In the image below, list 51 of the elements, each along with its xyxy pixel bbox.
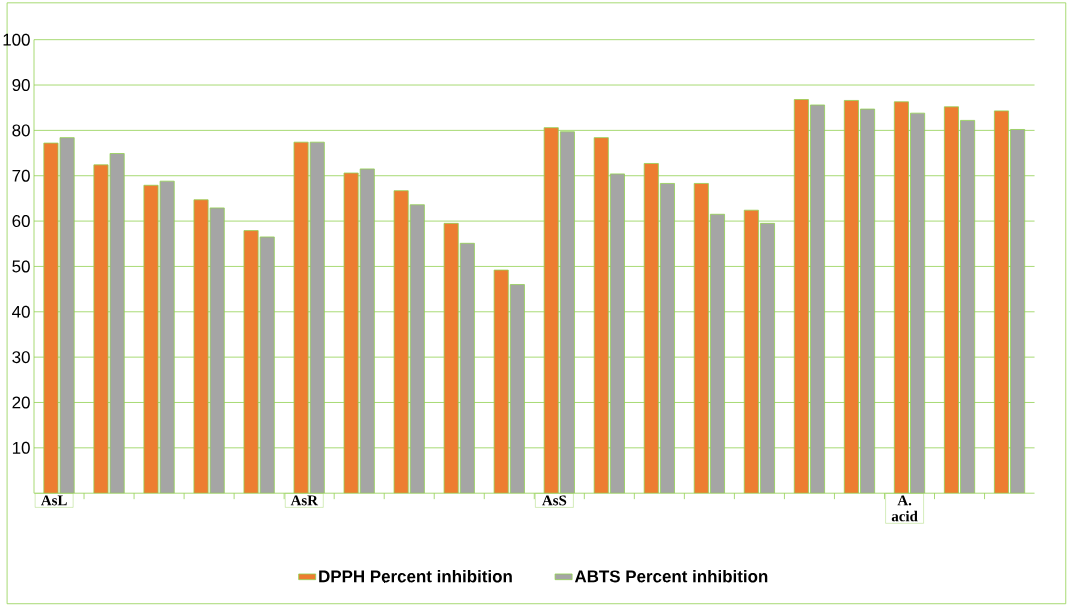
y-tick-label: 60 — [12, 215, 30, 228]
bar — [843, 100, 859, 494]
y-tick-label: 10 — [12, 442, 30, 455]
bar — [159, 180, 175, 494]
bar — [259, 236, 275, 494]
bar — [643, 163, 659, 494]
bar — [359, 168, 375, 494]
bar — [810, 104, 826, 494]
legend-label: DPPH Percent inhibition — [319, 570, 512, 583]
bar — [743, 210, 759, 494]
bar — [59, 137, 75, 494]
x-tick-label: A. acid — [891, 495, 918, 522]
y-tick-label: 80 — [12, 124, 30, 137]
bar — [343, 172, 359, 494]
bar — [543, 127, 559, 494]
bar — [760, 223, 775, 494]
bar — [910, 112, 926, 494]
bar — [293, 141, 309, 494]
y-tick-label: 30 — [12, 351, 30, 364]
bar — [960, 120, 976, 494]
bar — [309, 141, 325, 494]
bar — [709, 214, 725, 494]
bar — [393, 190, 409, 494]
bar — [793, 99, 809, 494]
bar — [659, 183, 675, 494]
bar — [860, 108, 876, 494]
y-tick-label: 40 — [12, 306, 30, 318]
bar — [109, 153, 125, 494]
y-tick-label: 90 — [12, 79, 30, 92]
bar — [493, 269, 509, 494]
bar — [459, 243, 475, 494]
bar — [559, 131, 575, 494]
bar — [893, 101, 909, 494]
x-tick-label: AsL — [40, 495, 67, 506]
legend-label: ABTS Percent inhibition — [574, 570, 768, 583]
y-tick-label: 20 — [12, 396, 30, 409]
x-tick-label: AsR — [290, 495, 319, 506]
y-tick-label: 50 — [12, 260, 30, 273]
bar — [443, 223, 459, 494]
bar — [943, 106, 959, 494]
bar — [693, 183, 709, 494]
bar — [609, 173, 625, 494]
bar — [509, 284, 525, 494]
bar — [593, 137, 609, 494]
y-tick-label: 70 — [12, 169, 30, 182]
bar — [409, 204, 425, 494]
x-tick-label: AsS — [542, 495, 567, 506]
y-tick-label: 100 — [3, 33, 30, 46]
bar — [993, 110, 1009, 494]
bar — [209, 207, 225, 494]
bar — [1010, 129, 1026, 494]
